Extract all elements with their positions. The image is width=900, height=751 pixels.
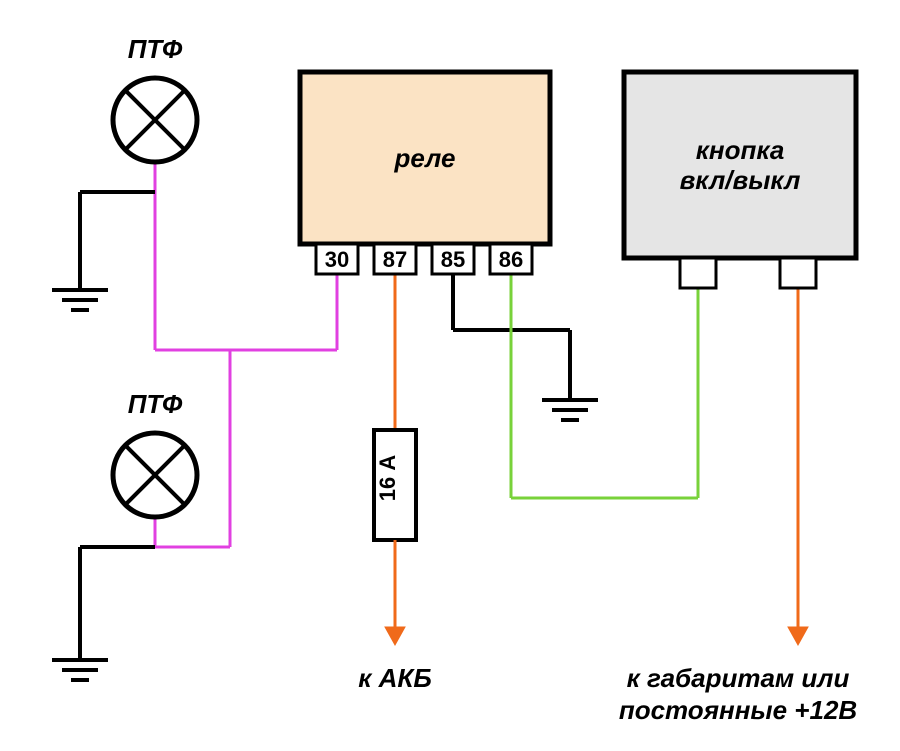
switch-terminal-2: [780, 258, 816, 288]
switch-label-1: кнопка: [696, 135, 785, 165]
pin-30-label: 30: [325, 247, 349, 272]
switch-terminal-1: [680, 258, 716, 288]
fuse-label: 16 А: [375, 455, 400, 502]
label-to-gab-2: постоянные +12В: [619, 695, 857, 725]
label-to-gab-1: к габаритам или: [627, 663, 850, 693]
lamp-top-label: ПТФ: [128, 34, 183, 64]
lamp-bottom-label: ПТФ: [128, 389, 183, 419]
pin-87-label: 87: [383, 247, 407, 272]
label-to-akb: к АКБ: [358, 663, 432, 693]
pin-86-label: 86: [499, 247, 523, 272]
switch-label-2: вкл/выкл: [680, 165, 801, 195]
pin-85-label: 85: [441, 247, 465, 272]
relay-label: реле: [394, 143, 456, 173]
